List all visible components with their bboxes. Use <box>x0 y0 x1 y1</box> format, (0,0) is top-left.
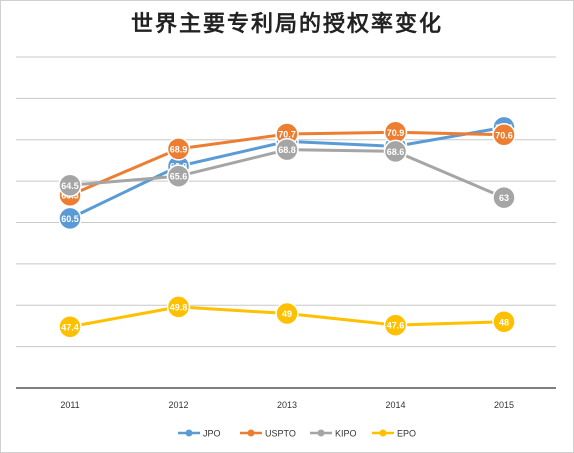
legend-marker-jpo <box>185 429 193 437</box>
data-label-kipo: 63 <box>499 193 509 203</box>
data-label-epo: 48 <box>499 317 509 327</box>
x-tick-label: 2012 <box>168 400 188 410</box>
data-point-kipo <box>492 185 516 210</box>
x-tick-label: 2011 <box>60 400 79 410</box>
data-point-kipo <box>166 164 191 188</box>
data-point-jpo <box>58 206 82 231</box>
legend-label-epo: EPO <box>397 429 416 439</box>
x-tick-label: 2015 <box>494 400 514 410</box>
data-point-epo <box>275 301 299 326</box>
data-label-epo: 49 <box>282 309 292 319</box>
data-label-uspto: 70.7 <box>278 129 296 139</box>
data-label-uspto: 70.6 <box>495 130 513 140</box>
legend-label-kipo: KIPO <box>335 429 357 439</box>
data-label-kipo: 68.8 <box>278 145 296 155</box>
data-label-kipo: 68.6 <box>387 147 405 157</box>
legend-label-jpo: JPO <box>203 429 221 439</box>
data-point-uspto <box>166 137 191 161</box>
data-label-epo: 47.6 <box>387 321 405 331</box>
x-tick-label: 2014 <box>385 400 405 410</box>
data-point-kipo <box>275 137 299 162</box>
legend-label-uspto: USPTO <box>265 429 296 439</box>
legend-marker-kipo <box>317 429 325 437</box>
data-label-jpo: 60.5 <box>61 214 79 224</box>
data-point-epo <box>383 313 408 337</box>
data-point-kipo <box>58 173 82 198</box>
data-label-uspto: 70.9 <box>387 128 405 138</box>
data-label-kipo: 65.6 <box>170 172 188 182</box>
data-point-kipo <box>383 139 408 164</box>
chart-title: 世界主要专利局的授权率变化 <box>130 12 443 37</box>
legend-marker-uspto <box>247 429 255 437</box>
data-label-epo: 49.8 <box>170 302 188 312</box>
data-label-uspto: 68.9 <box>170 144 188 154</box>
legend-marker-epo <box>379 429 387 437</box>
data-label-epo: 47.4 <box>61 322 79 332</box>
data-point-epo <box>492 310 516 334</box>
data-point-uspto <box>492 123 516 147</box>
x-tick-label: 2013 <box>277 400 297 410</box>
data-point-epo <box>166 295 191 319</box>
data-point-epo <box>58 315 82 339</box>
data-label-kipo: 64.5 <box>61 181 79 191</box>
